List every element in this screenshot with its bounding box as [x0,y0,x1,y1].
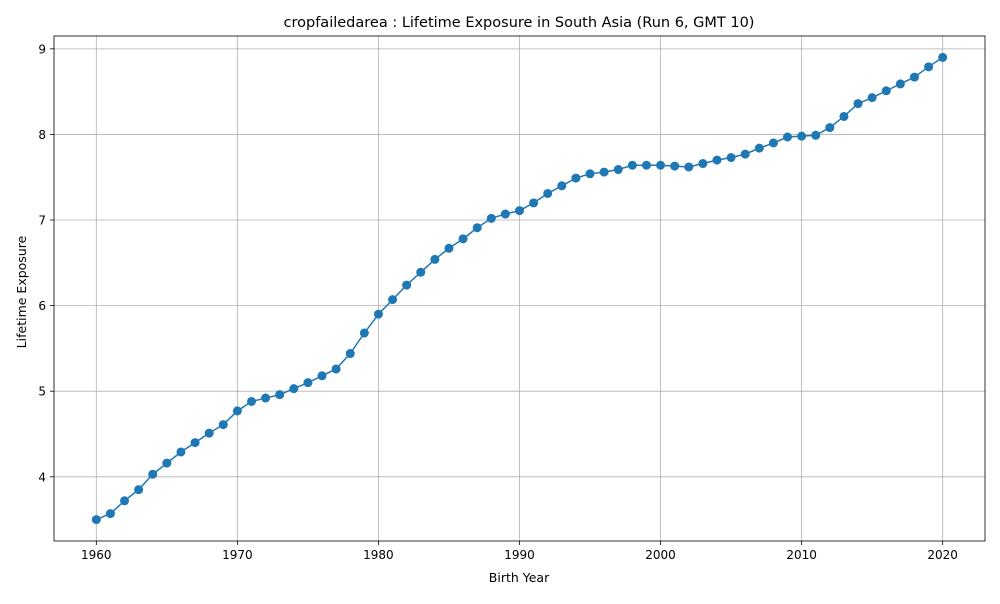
x-tick-label: 1970 [222,548,253,562]
series-line-group [91,52,948,525]
data-point [797,131,807,141]
data-point [698,159,708,169]
y-tick-label: 7 [38,214,46,228]
y-tick-label: 8 [38,128,46,142]
data-point [373,309,383,319]
data-point [726,153,736,163]
data-point [754,143,764,153]
y-tick-label: 6 [38,299,46,313]
data-point [91,515,101,525]
data-point [895,79,905,89]
x-tick-label: 1960 [81,548,112,562]
data-point [388,295,398,305]
data-point [232,406,242,416]
y-tick-label: 9 [38,42,46,56]
data-point [529,198,539,208]
data-point [402,280,412,290]
data-point [768,138,778,148]
x-tick-label: 2020 [927,548,958,562]
data-point [162,458,172,468]
data-point [261,393,271,403]
data-point [627,160,637,170]
data-point [641,160,651,170]
data-point [331,364,341,374]
x-tick-label: 2000 [645,548,676,562]
data-point [303,378,313,388]
data-point [317,371,327,381]
data-point [218,420,228,430]
data-point [120,496,130,506]
data-point [740,149,750,159]
data-point [811,130,821,140]
data-point [444,243,454,253]
data-point [557,181,567,191]
grid-lines [54,36,985,541]
data-point [416,267,426,277]
data-point [684,162,694,172]
data-point [656,160,666,170]
x-axis-label: Birth Year [489,570,550,585]
data-point [359,328,369,338]
data-point [472,223,482,233]
data-point [938,52,948,62]
data-point [515,206,524,216]
data-point [924,62,934,72]
data-point [134,485,144,495]
axis-ticks: 1960 1970 1980 1990 2000 2010 2020 4 5 6 7 8 9 [38,42,958,562]
data-point [500,209,510,219]
x-tick-label: 1990 [504,548,535,562]
data-point [909,72,919,82]
x-tick-label: 2010 [786,548,817,562]
y-tick-label: 4 [38,470,46,484]
data-point [853,99,863,109]
data-point [670,161,680,171]
data-point [783,132,793,142]
y-tick-label: 5 [38,385,46,399]
data-point [275,390,285,400]
data-point [825,123,835,133]
data-point [486,213,496,223]
data-point [148,469,158,479]
x-tick-label: 1980 [363,548,394,562]
data-point [458,234,468,244]
data-point [712,155,722,165]
plot-area-frame [53,35,986,542]
chart-title: cropfailedarea : Lifetime Exposure in So… [284,15,755,31]
data-point [345,349,355,359]
data-point [839,111,849,121]
data-point [190,438,200,448]
data-point [599,167,609,177]
y-axis-label: Lifetime Exposure [14,235,29,348]
data-point [204,428,214,438]
data-point [246,396,256,406]
data-point [571,173,581,183]
data-point [543,188,553,198]
data-point [176,447,186,457]
data-point [105,509,115,519]
data-point [867,93,877,103]
data-point [430,254,440,264]
data-point [585,169,595,179]
data-point [289,384,299,394]
data-point [881,86,891,96]
data-point [613,165,623,175]
